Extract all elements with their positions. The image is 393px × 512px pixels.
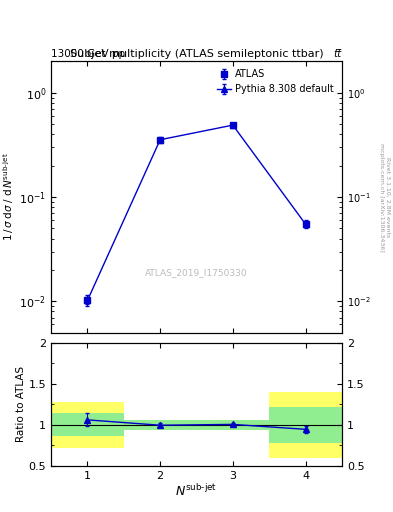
Text: ATLAS_2019_I1750330: ATLAS_2019_I1750330 bbox=[145, 269, 248, 278]
X-axis label: $N^{\rm sub\text{-}jet}$: $N^{\rm sub\text{-}jet}$ bbox=[176, 483, 217, 500]
Text: tt̅: tt̅ bbox=[334, 49, 342, 59]
Y-axis label: Ratio to ATLAS: Ratio to ATLAS bbox=[16, 366, 26, 442]
Legend: ATLAS, Pythia 8.308 default: ATLAS, Pythia 8.308 default bbox=[214, 66, 337, 97]
Y-axis label: $1\,/\,\sigma\;{\rm d}\sigma\;/\;{\rm d}\,N^{\rm sub\text{-}jet}$: $1\,/\,\sigma\;{\rm d}\sigma\;/\;{\rm d}… bbox=[2, 153, 17, 242]
Text: 13000 GeV pp: 13000 GeV pp bbox=[51, 49, 125, 59]
Y-axis label: Rivet 3.1.10, 2.8M events
mcplots.cern.ch [arXiv:1306.3436]: Rivet 3.1.10, 2.8M events mcplots.cern.c… bbox=[379, 143, 390, 251]
Title: Subjet multiplicity (ATLAS semileptonic ttbar): Subjet multiplicity (ATLAS semileptonic … bbox=[70, 49, 323, 59]
